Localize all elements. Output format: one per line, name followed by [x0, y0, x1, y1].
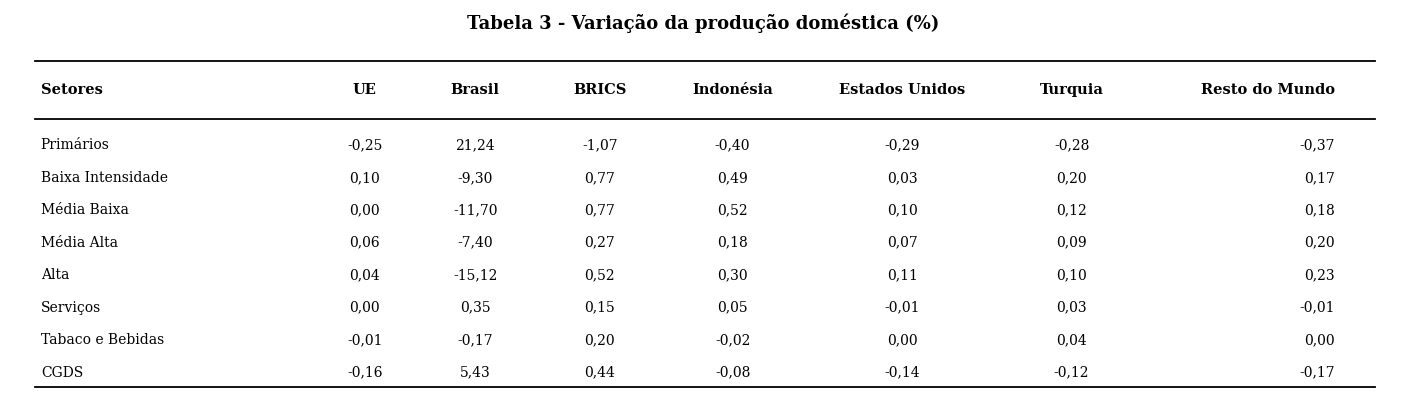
Text: 0,77: 0,77	[585, 203, 616, 217]
Text: 0,20: 0,20	[1303, 236, 1334, 250]
Text: 0,03: 0,03	[887, 171, 917, 185]
Text: -0,29: -0,29	[884, 138, 920, 152]
Text: 5,43: 5,43	[460, 366, 491, 380]
Text: Média Alta: Média Alta	[41, 236, 118, 250]
Text: 0,49: 0,49	[717, 171, 748, 185]
Text: -9,30: -9,30	[457, 171, 494, 185]
Text: Média Baixa: Média Baixa	[41, 203, 129, 217]
Text: 0,20: 0,20	[1056, 171, 1087, 185]
Text: -0,01: -0,01	[1299, 301, 1334, 315]
Text: 0,18: 0,18	[717, 236, 748, 250]
Text: -0,37: -0,37	[1299, 138, 1334, 152]
Text: -11,70: -11,70	[453, 203, 498, 217]
Text: UE: UE	[353, 83, 377, 97]
Text: 0,00: 0,00	[350, 301, 380, 315]
Text: -0,08: -0,08	[714, 366, 751, 380]
Text: -0,17: -0,17	[457, 333, 494, 347]
Text: 0,27: 0,27	[585, 236, 616, 250]
Text: 0,52: 0,52	[585, 268, 616, 282]
Text: -0,02: -0,02	[714, 333, 751, 347]
Text: 0,05: 0,05	[717, 301, 748, 315]
Text: Indonésia: Indonésia	[692, 83, 773, 97]
Text: Tabaco e Bebidas: Tabaco e Bebidas	[41, 333, 165, 347]
Text: 0,04: 0,04	[1056, 333, 1087, 347]
Text: 0,03: 0,03	[1056, 301, 1087, 315]
Text: -7,40: -7,40	[457, 236, 494, 250]
Text: 21,24: 21,24	[456, 138, 495, 152]
Text: 0,00: 0,00	[350, 203, 380, 217]
Text: 0,77: 0,77	[585, 171, 616, 185]
Text: 0,07: 0,07	[887, 236, 918, 250]
Text: CGDS: CGDS	[41, 366, 83, 380]
Text: 0,52: 0,52	[717, 203, 748, 217]
Text: 0,06: 0,06	[350, 236, 380, 250]
Text: 0,04: 0,04	[350, 268, 380, 282]
Text: 0,00: 0,00	[1303, 333, 1334, 347]
Text: Turquia: Turquia	[1039, 83, 1104, 97]
Text: 0,10: 0,10	[887, 203, 918, 217]
Text: 0,44: 0,44	[585, 366, 616, 380]
Text: Resto do Mundo: Resto do Mundo	[1201, 83, 1334, 97]
Text: 0,23: 0,23	[1303, 268, 1334, 282]
Text: -0,01: -0,01	[347, 333, 382, 347]
Text: 0,20: 0,20	[585, 333, 616, 347]
Text: 0,35: 0,35	[460, 301, 491, 315]
Text: -0,12: -0,12	[1054, 366, 1090, 380]
Text: 0,18: 0,18	[1303, 203, 1334, 217]
Text: Baixa Intensidade: Baixa Intensidade	[41, 171, 167, 185]
Text: 0,10: 0,10	[1056, 268, 1087, 282]
Text: Primários: Primários	[41, 138, 110, 152]
Text: Tabela 3 - Variação da produção doméstica (%): Tabela 3 - Variação da produção doméstic…	[467, 14, 939, 33]
Text: 0,00: 0,00	[887, 333, 917, 347]
Text: Serviços: Serviços	[41, 301, 101, 315]
Text: BRICS: BRICS	[574, 83, 627, 97]
Text: -0,16: -0,16	[347, 366, 382, 380]
Text: Estados Unidos: Estados Unidos	[839, 83, 965, 97]
Text: 0,30: 0,30	[717, 268, 748, 282]
Text: Setores: Setores	[41, 83, 103, 97]
Text: 0,11: 0,11	[887, 268, 918, 282]
Text: 0,12: 0,12	[1056, 203, 1087, 217]
Text: -0,17: -0,17	[1299, 366, 1334, 380]
Text: -0,25: -0,25	[347, 138, 382, 152]
Text: -0,28: -0,28	[1054, 138, 1090, 152]
Text: 0,09: 0,09	[1056, 236, 1087, 250]
Text: Brasil: Brasil	[451, 83, 499, 97]
Text: -0,01: -0,01	[884, 301, 920, 315]
Text: 0,10: 0,10	[350, 171, 380, 185]
Text: -1,07: -1,07	[582, 138, 617, 152]
Text: Alta: Alta	[41, 268, 69, 282]
Text: -15,12: -15,12	[453, 268, 498, 282]
Text: 0,17: 0,17	[1303, 171, 1334, 185]
Text: -0,14: -0,14	[884, 366, 920, 380]
Text: 0,15: 0,15	[585, 301, 616, 315]
Text: -0,40: -0,40	[714, 138, 751, 152]
